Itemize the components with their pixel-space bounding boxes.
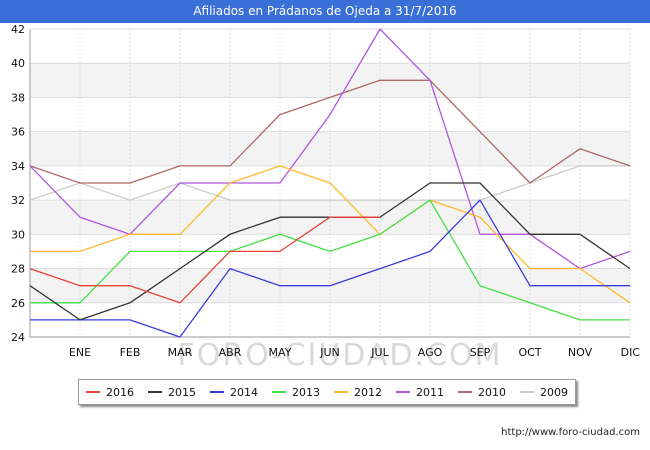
legend-swatch (148, 391, 162, 393)
x-tick-label: ABR (219, 346, 242, 359)
series-line-2016 (29, 216, 380, 304)
legend-label: 2015 (168, 385, 196, 399)
y-tick-label: 26 (11, 297, 25, 310)
y-tick-label: 36 (11, 126, 25, 139)
legend-swatch (396, 391, 410, 393)
legend-item-2014: 2014 (210, 386, 258, 399)
y-tick-label: 40 (11, 57, 25, 70)
legend-swatch (334, 391, 348, 393)
source-url: http://www.foro-ciudad.com (501, 427, 640, 438)
legend-item-2015: 2015 (148, 386, 196, 399)
legend-swatch (272, 391, 286, 393)
x-tick-label: AGO (418, 346, 443, 359)
x-tick-label: MAR (168, 346, 193, 359)
x-tick-label: OCT (518, 346, 541, 359)
x-tick-label: JUL (370, 346, 389, 359)
legend-item-2012: 2012 (334, 386, 382, 399)
legend-item-2011: 2011 (396, 386, 444, 399)
x-tick-label: FEB (120, 346, 141, 359)
legend-item-2009: 2009 (520, 386, 568, 399)
legend-swatch (458, 391, 472, 393)
x-tick-label: ENE (69, 346, 91, 359)
series-line-2013 (30, 199, 630, 321)
legend-label: 2016 (106, 385, 134, 399)
x-tick-label: SEP (470, 346, 491, 359)
x-tick-label: NOV (568, 346, 593, 359)
x-tick-label: JUN (319, 346, 340, 359)
chart-title: Afiliados en Prádanos de Ojeda a 31/7/20… (0, 0, 650, 23)
legend-label: 2012 (354, 385, 382, 399)
legend-item-2013: 2013 (272, 386, 320, 399)
y-tick-label: 32 (11, 194, 25, 207)
legend-item-2016: 2016 (86, 386, 134, 399)
legend-label: 2011 (416, 385, 444, 399)
chart-legend: 2016 2015 2014 2013 2012 2011 2010 2009 (78, 379, 576, 405)
y-tick-label: 38 (11, 91, 25, 104)
legend-label: 2013 (292, 385, 320, 399)
legend-label: 2014 (230, 385, 258, 399)
legend-swatch (210, 391, 224, 393)
y-tick-label: 30 (11, 228, 25, 241)
grid-band (30, 63, 630, 98)
series-line-2012 (30, 165, 631, 304)
series-line-2014 (30, 199, 630, 338)
legend-swatch (86, 391, 100, 393)
y-tick-label: 24 (11, 331, 25, 344)
y-tick-label: 28 (11, 263, 25, 276)
y-tick-label: 34 (11, 160, 25, 173)
legend-item-2010: 2010 (458, 386, 506, 399)
y-tick-label: 42 (11, 23, 25, 36)
legend-swatch (520, 391, 534, 393)
legend-label: 2009 (540, 385, 568, 399)
legend-label: 2010 (478, 385, 506, 399)
watermark-text: FORO-CIUDAD.COM (178, 338, 503, 373)
x-tick-label: DIC (621, 346, 641, 359)
x-tick-label: MAY (269, 346, 292, 359)
grid-band (30, 131, 630, 166)
series-line-2010 (29, 79, 631, 184)
